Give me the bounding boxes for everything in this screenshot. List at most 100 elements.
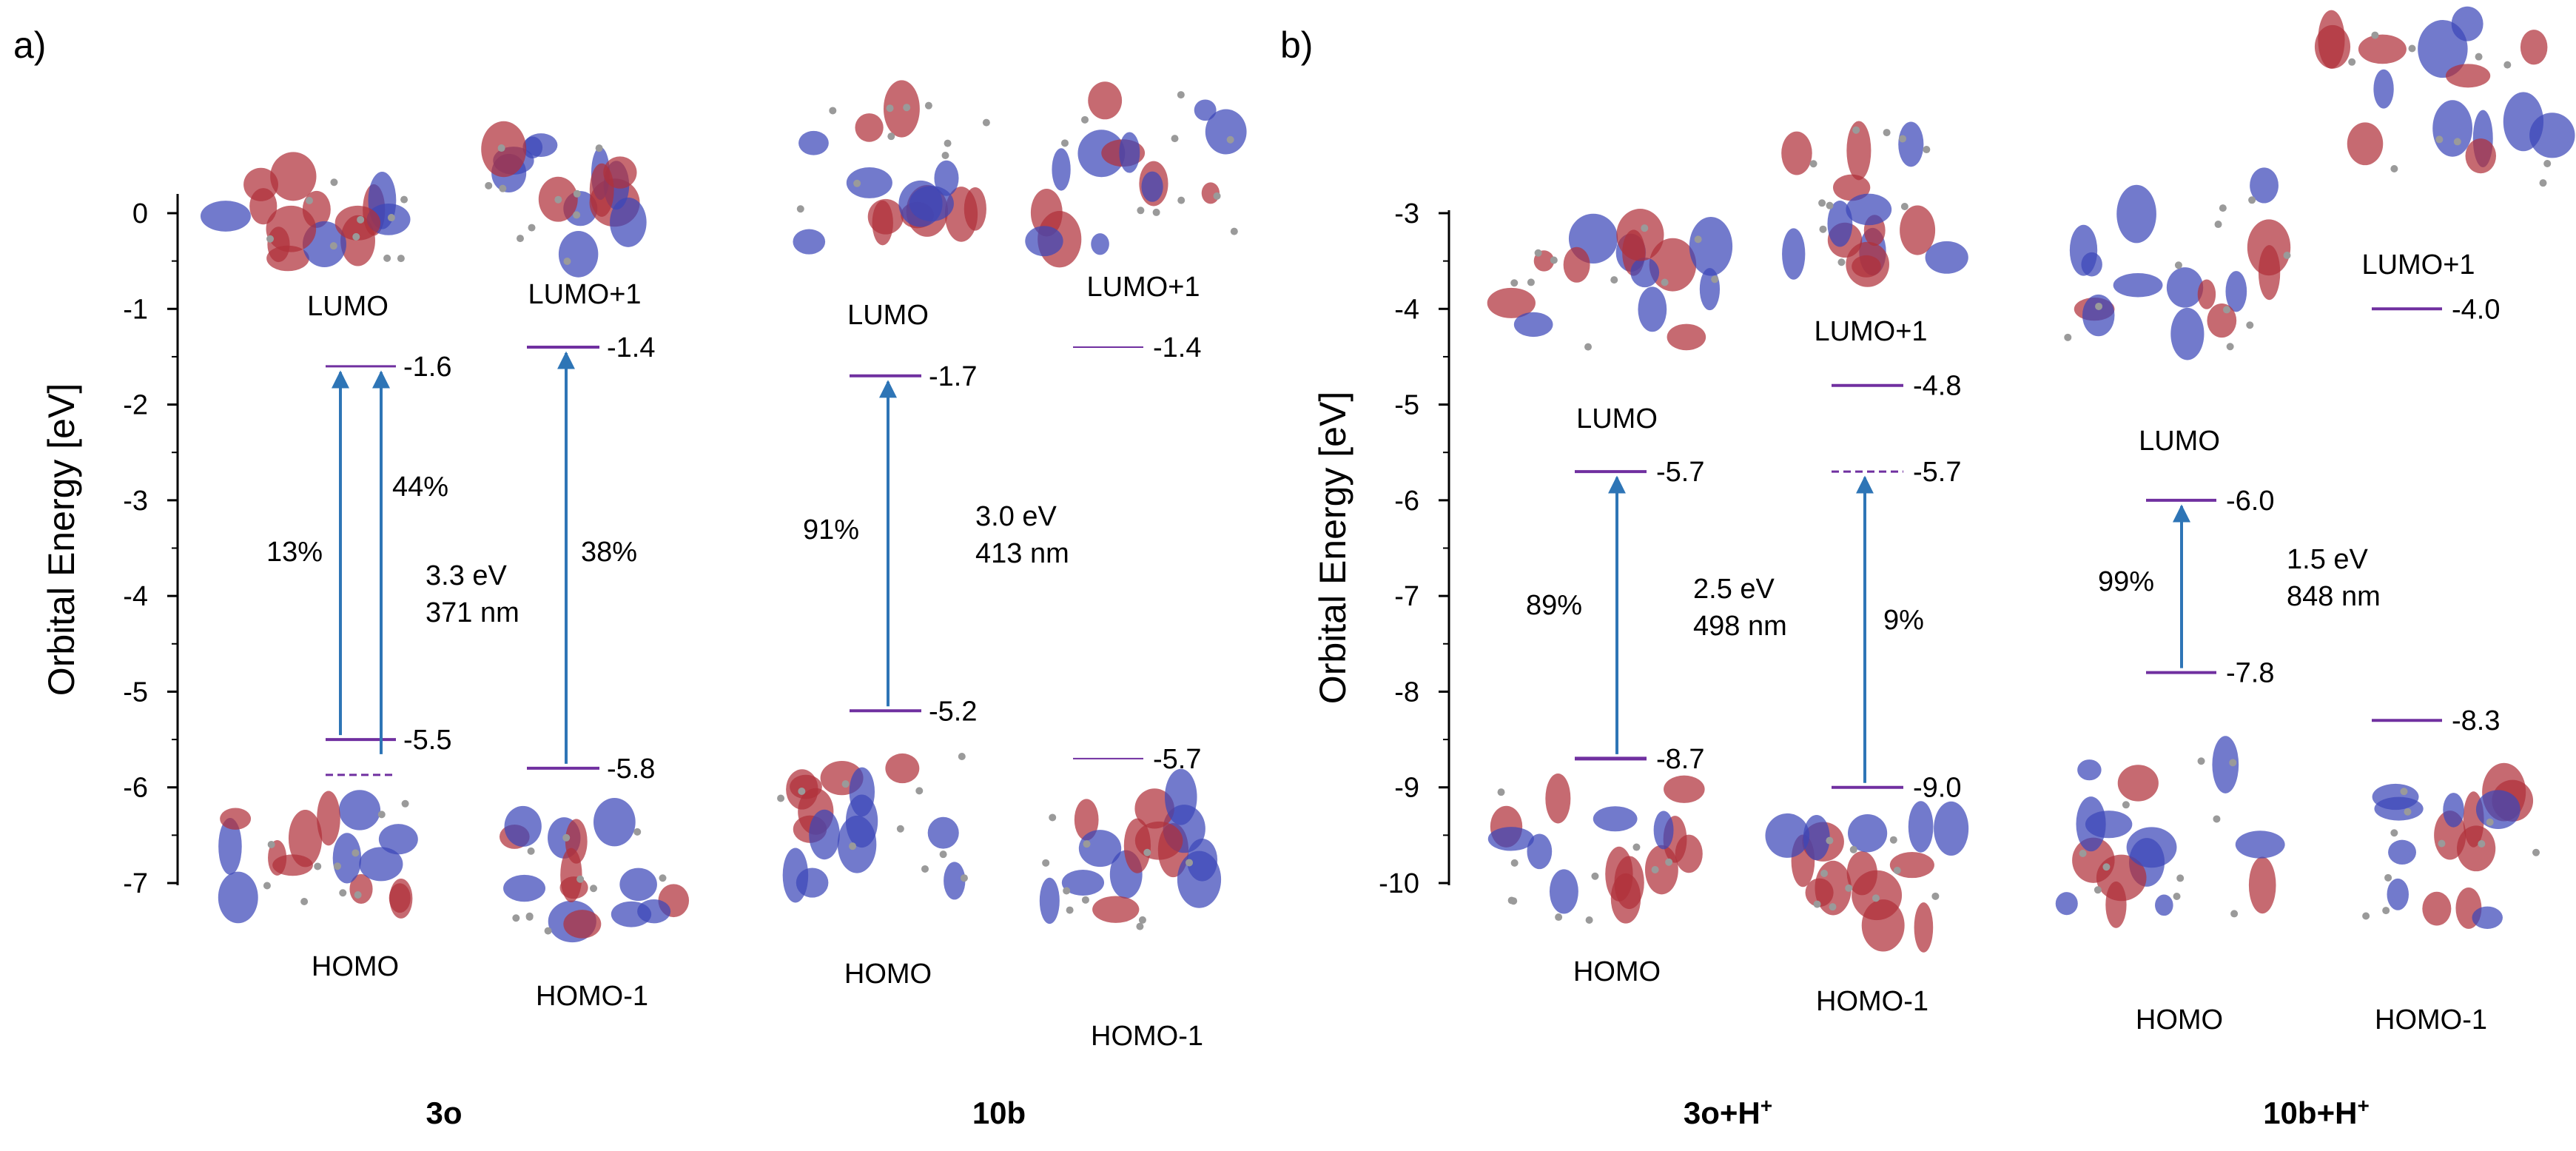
- atom: [2226, 343, 2234, 351]
- atom: [357, 215, 365, 224]
- atom: [1081, 896, 1089, 904]
- compound-3o: LUMO LUMO+1 HOMO HOMO-1 -1.6 -1.4 -5.5 -…: [266, 279, 655, 1130]
- atom: [924, 101, 932, 110]
- compound-3o-h: LUMO LUMO+1 HOMO HOMO-1 -5.7 -4.8 -5.7 -…: [1526, 316, 1961, 1130]
- atom: [841, 780, 850, 788]
- atom: [2094, 886, 2102, 894]
- label-3o-lumo: LUMO: [307, 291, 389, 322]
- orbital-lobe-positive: [872, 200, 893, 246]
- orbital-lobe-negative: [1052, 148, 1071, 191]
- atom: [849, 842, 857, 850]
- orbital-lobe-positive: [1545, 773, 1571, 824]
- atom: [1591, 872, 1599, 880]
- atom: [1066, 906, 1074, 914]
- orbital-lobe-negative: [2126, 827, 2177, 868]
- atom: [796, 205, 804, 213]
- orbital-lobe-negative: [793, 229, 826, 255]
- atom: [1872, 894, 1880, 902]
- orbital-lobe-negative: [2081, 252, 2102, 277]
- orbital-image-10b-lumo1: [1025, 81, 1247, 268]
- atom: [1152, 208, 1160, 216]
- atom: [2176, 874, 2185, 882]
- orbital-lobe-positive: [589, 163, 614, 217]
- atom: [499, 184, 507, 192]
- orbital-lobe-positive: [2314, 24, 2351, 69]
- atom: [2230, 910, 2239, 918]
- y-tick-label: -5: [1394, 390, 1419, 421]
- orbital-image-3oh-homo: [1487, 773, 1705, 924]
- orbital-lobe-positive: [1900, 205, 1936, 255]
- atom: [352, 232, 360, 241]
- orbital-lobe-negative: [2116, 184, 2156, 244]
- value-3o-homo1: -5.8: [607, 754, 655, 785]
- orbital-lobe-positive: [2207, 303, 2237, 338]
- atom: [1931, 892, 1940, 900]
- orbital-lobe-negative: [944, 862, 966, 900]
- compound-name-10b: 10b: [972, 1095, 1026, 1130]
- orbital-image-10b-homo: [777, 753, 968, 903]
- atom: [2532, 848, 2540, 856]
- value-3oh-homo1: -9.0: [1913, 773, 1961, 804]
- orbital-image-10bh-lumo: [2064, 167, 2291, 360]
- atom: [1641, 224, 1649, 232]
- atom: [633, 828, 642, 836]
- atom: [2213, 815, 2221, 823]
- label-10b-homo1: HOMO-1: [1091, 1021, 1203, 1052]
- gap-ev-10b: 3.0 eV: [975, 501, 1057, 532]
- atom: [1042, 859, 1050, 867]
- atom: [1711, 275, 1719, 283]
- atom: [1081, 115, 1089, 124]
- orbital-lobe-negative: [1638, 286, 1667, 332]
- orbital-lobe-negative: [1653, 811, 1674, 850]
- gap-nm-10bh: 848 nm: [2287, 581, 2381, 612]
- label-3o-homo1: HOMO-1: [536, 981, 648, 1012]
- atom: [1826, 836, 1834, 845]
- orbital-lobe-positive: [2117, 765, 2159, 802]
- atom: [915, 787, 924, 795]
- panel-a-y-label: Orbital Energy [eV]: [41, 383, 82, 696]
- label-3o-homo: HOMO: [312, 951, 399, 982]
- orbital-lobe-negative: [2166, 267, 2204, 308]
- atom: [2283, 252, 2291, 260]
- orbital-lobe-positive: [1487, 287, 1536, 318]
- orbital-lobe-negative: [1803, 814, 1830, 861]
- atom: [896, 825, 904, 833]
- y-tick-label: -6: [1394, 486, 1419, 517]
- orbital-lobe-negative: [558, 230, 599, 278]
- orbital-lobe-negative: [593, 797, 636, 847]
- atom: [377, 811, 386, 819]
- atom: [921, 865, 929, 873]
- atom: [1177, 91, 1185, 99]
- orbital-lobe-negative: [2443, 793, 2464, 828]
- atom: [352, 849, 360, 857]
- value-10bh-homo: -7.8: [2226, 658, 2274, 689]
- atom: [1661, 278, 1669, 286]
- atom: [1829, 903, 1837, 911]
- atom: [1923, 146, 1931, 154]
- contribution-10b-91: 91%: [803, 514, 859, 546]
- orbital-image-3o-lumo: [200, 152, 411, 272]
- value-3oh-lumo-dashed: -5.7: [1913, 457, 1961, 488]
- orbital-lobe-positive: [389, 878, 413, 919]
- orbital-lobe-negative: [504, 805, 542, 847]
- panel-a-y-axis: 0 -1 -2 -3 -4 -5 -6 -7 Orbital Energy [eV]: [41, 194, 179, 899]
- orbital-lobe-negative: [2503, 92, 2544, 152]
- value-10bh-lumo: -6.0: [2226, 486, 2274, 517]
- orbital-lobe-negative: [2082, 294, 2115, 337]
- value-3o-lumo: -1.6: [403, 352, 451, 383]
- atom: [2348, 58, 2356, 66]
- atom: [528, 224, 536, 232]
- atom: [1497, 788, 1505, 796]
- orbital-lobe-negative: [1205, 109, 1247, 155]
- atom: [1550, 256, 1558, 264]
- gap-ev-10bh: 1.5 eV: [2287, 544, 2369, 575]
- y-tick-label: -4: [1394, 294, 1419, 325]
- atom: [1137, 207, 1145, 215]
- contribution-3o-38: 38%: [581, 537, 637, 568]
- orbital-image-10bh-lumo1: [2314, 6, 2575, 187]
- atom: [2400, 788, 2408, 796]
- orbital-lobe-negative: [359, 847, 403, 882]
- atom: [1049, 813, 1057, 822]
- orbital-lobe-positive: [1667, 323, 1706, 351]
- orbital-lobe-negative: [522, 136, 543, 159]
